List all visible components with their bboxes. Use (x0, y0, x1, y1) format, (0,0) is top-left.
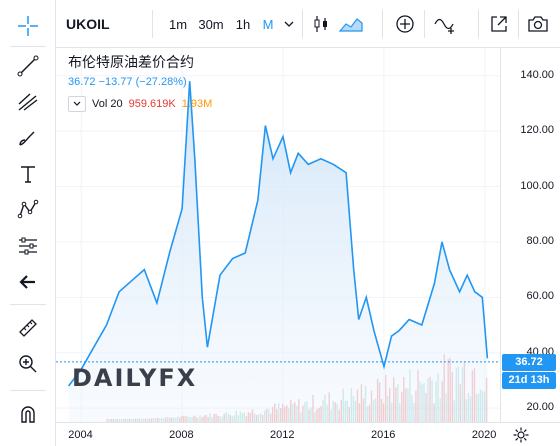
arrow-left-icon[interactable] (14, 268, 42, 296)
fullscreen-icon[interactable] (488, 13, 510, 35)
top-toolbar: UKOIL 1m 30m 1h M (56, 0, 560, 48)
interval-30m[interactable]: 30m (198, 16, 224, 32)
interval-1m[interactable]: 1m (168, 16, 188, 32)
trend-line-icon[interactable] (14, 52, 42, 80)
chevron-down-icon[interactable] (280, 13, 298, 35)
dailyfx-logo: DAILYFX (72, 364, 198, 392)
price-tick-label: 80.00 (526, 234, 554, 247)
time-tick-label: 2008 (169, 429, 194, 441)
price-chart (56, 48, 500, 422)
chart-pane[interactable] (56, 48, 500, 422)
price-line (67, 81, 489, 387)
change-value: −13.77 (−27.28%) (98, 76, 187, 88)
last-price: 36.72 (68, 76, 96, 88)
interval-month[interactable]: M (262, 16, 274, 32)
brush-icon[interactable] (14, 124, 42, 152)
area-chart-icon[interactable] (338, 13, 364, 35)
price-tick-label: 60.00 (526, 290, 554, 303)
time-tick-label: 2020 (471, 429, 497, 441)
volume-value-1: 959.619K (128, 98, 176, 110)
time-tick-label: 2016 (370, 429, 396, 441)
price-tick-label: 140.00 (520, 68, 554, 81)
ruler-icon[interactable] (14, 314, 42, 342)
price-tick-label: 100.00 (520, 179, 554, 192)
magnet-icon[interactable] (14, 400, 42, 428)
collapse-legend-icon[interactable] (68, 96, 86, 112)
prediction-icon[interactable] (14, 232, 42, 260)
time-tick-label: 2012 (270, 429, 295, 441)
price-area (68, 81, 488, 422)
fib-retracement-icon[interactable] (14, 88, 42, 116)
volume-label: Vol 20 (92, 98, 123, 110)
drawing-toolbar (0, 0, 56, 446)
price-tick-label: 20.00 (526, 401, 554, 414)
add-indicator-icon[interactable] (394, 13, 416, 35)
compare-icon[interactable] (432, 13, 458, 35)
symbol-description: 布伦特原油差价合约 (68, 54, 194, 70)
crosshair-icon[interactable] (14, 12, 42, 40)
symbol-search[interactable]: UKOIL (66, 16, 110, 32)
pattern-icon[interactable] (14, 196, 42, 224)
volume-legend: Vol 20 959.619K 1.93M (68, 96, 212, 112)
volume-value-2: 1.93M (181, 98, 213, 110)
countdown-tag: 21d 13h (502, 371, 556, 389)
zoom-in-icon[interactable] (14, 350, 42, 378)
last-price-tag: 36.72 (502, 353, 556, 371)
text-tool-icon[interactable] (14, 160, 42, 188)
time-scale[interactable]: 2004 2008 2012 2016 2020 (56, 422, 560, 446)
price-tick-label: 120.00 (520, 124, 554, 137)
interval-1h[interactable]: 1h (235, 16, 251, 32)
candles-icon[interactable] (310, 13, 332, 35)
camera-icon[interactable] (526, 13, 550, 35)
settings-gear-icon[interactable] (512, 426, 530, 446)
time-tick-label: 2004 (68, 429, 93, 441)
price-change: 36.72 −13.77 (−27.28%) (68, 76, 187, 88)
